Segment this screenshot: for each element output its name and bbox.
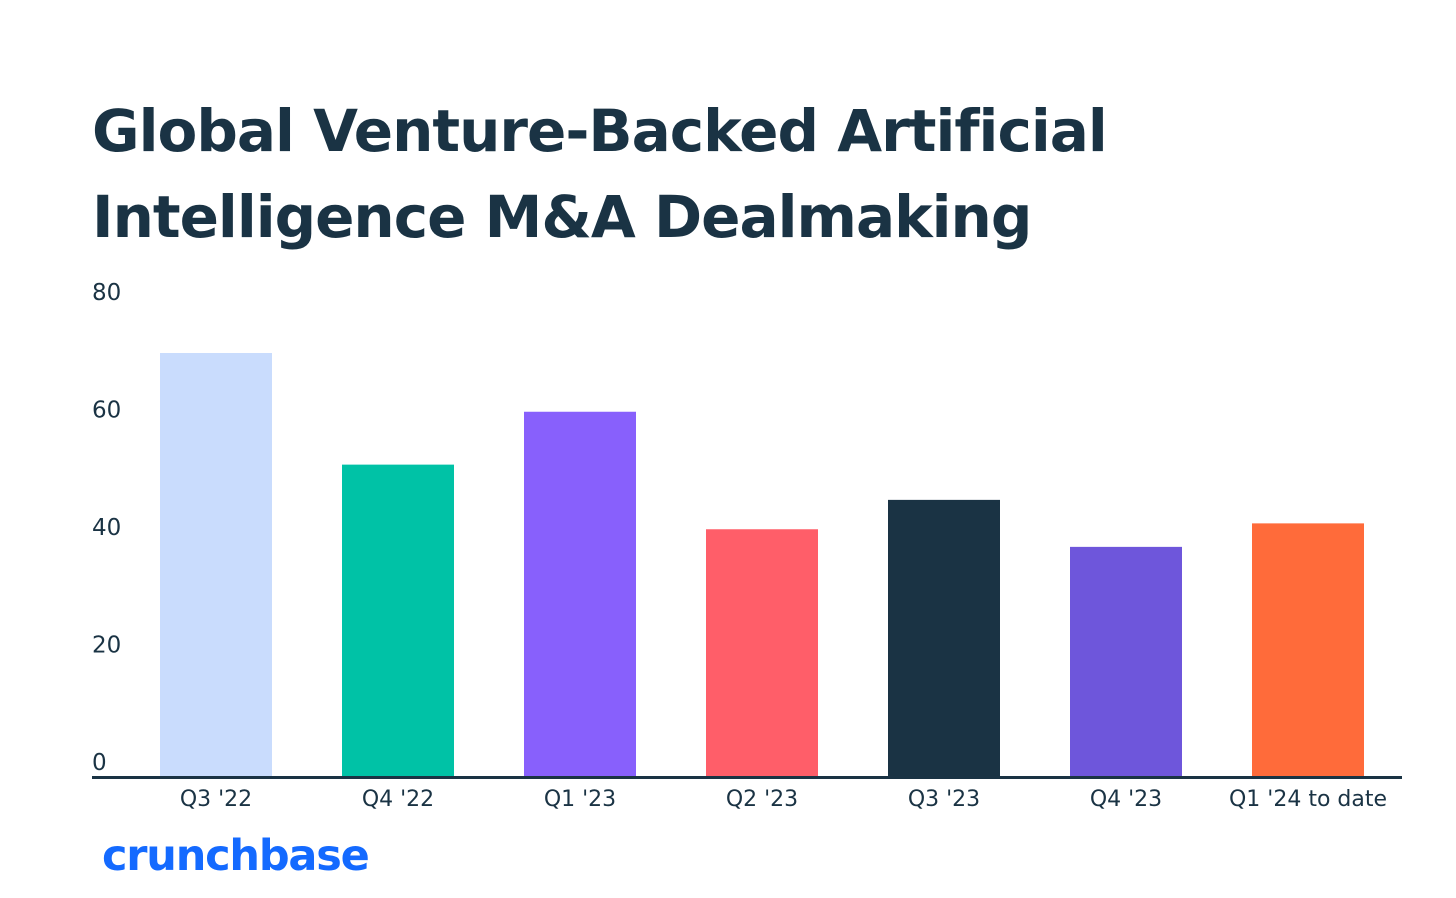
- bar: [1252, 523, 1364, 776]
- bar-series: [160, 353, 1364, 776]
- bar: [160, 353, 272, 776]
- chart-title: Global Venture-Backed Artificial Intelli…: [92, 97, 1108, 251]
- x-axis-tick-labels: Q3 '22 Q4 '22 Q1 '23 Q2 '23 Q3 '23 Q4 '23 Q1 '…: [180, 787, 1387, 812]
- x-tick-label: Q3 '22: [180, 787, 252, 812]
- y-tick-label: 40: [92, 515, 121, 541]
- x-tick-label: Q2 '23: [726, 787, 798, 812]
- bar: [1070, 546, 1182, 776]
- bar: [706, 529, 818, 776]
- x-tick-label: Q4 '23: [1090, 787, 1162, 812]
- y-axis-tick-labels: 0 20 40 60 80: [92, 280, 121, 776]
- y-tick-label: 80: [92, 280, 121, 306]
- x-tick-label: Q1 '23: [544, 787, 616, 812]
- y-tick-label: 20: [92, 633, 121, 659]
- bar: [342, 464, 454, 776]
- y-tick-label: 0: [92, 750, 107, 776]
- x-tick-label: Q4 '22: [362, 787, 434, 812]
- y-tick-label: 60: [92, 398, 121, 424]
- crunchbase-logo: crunchbase: [102, 831, 370, 881]
- bar: [524, 411, 636, 776]
- x-tick-label: Q1 '24 to date: [1229, 787, 1387, 812]
- x-tick-label: Q3 '23: [908, 787, 980, 812]
- bar: [888, 499, 1000, 776]
